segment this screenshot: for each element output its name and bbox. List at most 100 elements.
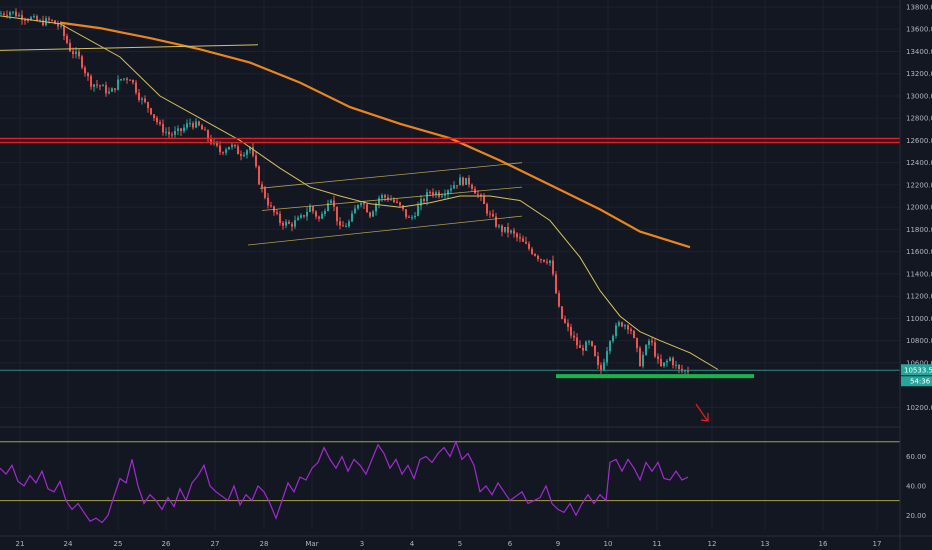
candle-body [534,253,536,256]
time-tick-label: 12 [708,540,717,548]
candle-body [489,213,491,215]
price-tick-label: 13600.0 [906,26,932,34]
candle-body [627,325,629,330]
candle-body [450,188,452,191]
time-tick-label: 11 [653,540,662,548]
candle-body [357,204,359,209]
candle-body [27,19,29,21]
candle-body [588,341,590,343]
candle-body [267,197,269,206]
rsi-line [0,440,689,524]
indicator-overlays [0,15,900,422]
candle-body [249,147,251,151]
candle-body [93,84,95,87]
candle-body [501,225,503,232]
time-tick-label: 21 [16,540,25,548]
candle-body [615,325,617,336]
candle-body [9,12,11,16]
candle-body [159,122,161,124]
candle-body [504,227,506,232]
time-tick-label: 26 [162,540,171,548]
candle-body [318,216,320,219]
candle-body [90,76,92,87]
candle-body [186,123,188,128]
candle-body [345,226,347,228]
candle-body [600,365,602,371]
candle-body [207,130,209,139]
candle-body [585,341,587,351]
candle-body [69,42,71,52]
candle-body [384,195,386,198]
candle-body [342,225,344,227]
candle-body [279,213,281,223]
candle-body [669,357,671,361]
candle-body [306,212,308,217]
candle-body [354,208,356,214]
time-tick-label: 6 [508,540,513,548]
time-badge-box [901,376,932,387]
candle-body [348,221,350,227]
candle-body [201,125,203,130]
candle-body [204,129,206,131]
price-tick-label: 13800.0 [906,4,932,12]
candle-body [414,215,416,218]
candle-body [33,16,35,18]
candle-body [396,201,398,203]
time-tick-label: 17 [873,540,882,548]
candle-body [675,364,677,366]
candle-body [222,152,224,154]
candle-body [129,79,131,81]
candle-body [543,259,545,262]
candle-body [75,51,77,55]
candle-body [87,73,89,77]
candle-body [99,85,101,87]
candle-body [132,79,134,83]
price-tick-label: 10200.0 [906,404,932,412]
candle-body [483,196,485,205]
candle-body [18,14,20,17]
candle-body [240,154,242,157]
rsi-tick-label: 40.00 [906,482,926,490]
candle-body [429,192,431,194]
candle-body [96,84,98,86]
candle-body [561,306,563,319]
candle-body [243,154,245,157]
candle-body [630,329,632,331]
candle-body [144,98,146,103]
candle-body [63,25,65,36]
candle-body [30,17,32,21]
candle-body [552,260,554,275]
candle-body [3,13,5,15]
candle-body [51,19,53,21]
candle-body [528,243,530,249]
candle-body [471,184,473,189]
candle-body [663,362,665,367]
candle-body [375,203,377,212]
candle-body [0,13,2,15]
candle-body [246,150,248,155]
candle-body [285,221,287,226]
candle-body [498,225,500,227]
candle-body [687,370,689,372]
candle-body [456,185,458,187]
candle-body [372,211,374,217]
time-tick-label: 16 [819,540,828,548]
time-tick-label: 5 [458,540,462,548]
candle-body [315,211,317,217]
candle-body [231,144,233,147]
price-tick-label: 11600.0 [906,248,932,256]
candle-body [444,194,446,196]
price-badge-label: 10533.5 [904,367,932,375]
candle-body [288,221,290,224]
time-tick-label: 27 [211,540,220,548]
candle-body [150,108,152,115]
candle-body [492,214,494,217]
candle-body [525,241,527,244]
rsi-pane [0,440,900,524]
price-tick-label: 11800.0 [906,226,932,234]
candle-body [309,206,311,213]
candle-body [453,185,455,189]
candle-body [312,206,314,212]
candle-body [234,144,236,147]
